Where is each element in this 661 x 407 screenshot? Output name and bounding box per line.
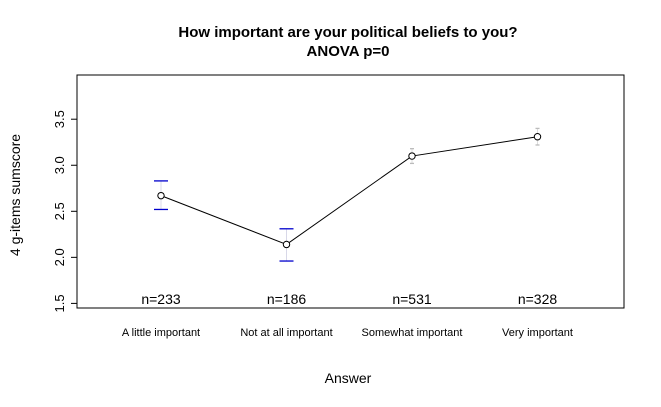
data-point: [157, 191, 165, 200]
data-point: [408, 152, 416, 160]
x-axis: A little important Not at all important So…: [122, 327, 573, 339]
mean-line: [160, 136, 538, 246]
y-tick-label: 3.0: [52, 156, 67, 174]
y-axis: 1.5 2.0 2.5 3.0 3.5: [52, 110, 78, 312]
y-tick-label: 2.0: [52, 248, 67, 266]
y-tick-label: 3.5: [52, 110, 67, 128]
count-label: n=233: [141, 291, 181, 307]
y-axis-label: 4 g-items sumscore: [7, 134, 23, 256]
count-label: n=186: [267, 291, 307, 307]
data-point: [282, 240, 291, 249]
count-label: n=531: [392, 291, 432, 307]
y-tick-label: 1.5: [52, 294, 67, 312]
x-tick-label: Very important: [502, 327, 573, 339]
plot-area: [76, 74, 625, 309]
data-point: [533, 133, 542, 141]
count-label: n=328: [518, 291, 558, 307]
series-line: [157, 133, 542, 249]
x-tick-label: Somewhat important: [362, 327, 463, 339]
count-labels: n=233 n=186 n=531 n=328: [141, 291, 557, 307]
x-tick-label: A little important: [122, 327, 200, 339]
y-tick-label: 2.5: [52, 202, 67, 220]
error-bars: [154, 127, 540, 262]
x-tick-label: Not at all important: [240, 327, 332, 339]
chart-title: How important are your political beliefs…: [178, 24, 517, 41]
chart-subtitle: ANOVA p=0: [307, 43, 390, 60]
x-axis-label: Answer: [325, 370, 372, 386]
